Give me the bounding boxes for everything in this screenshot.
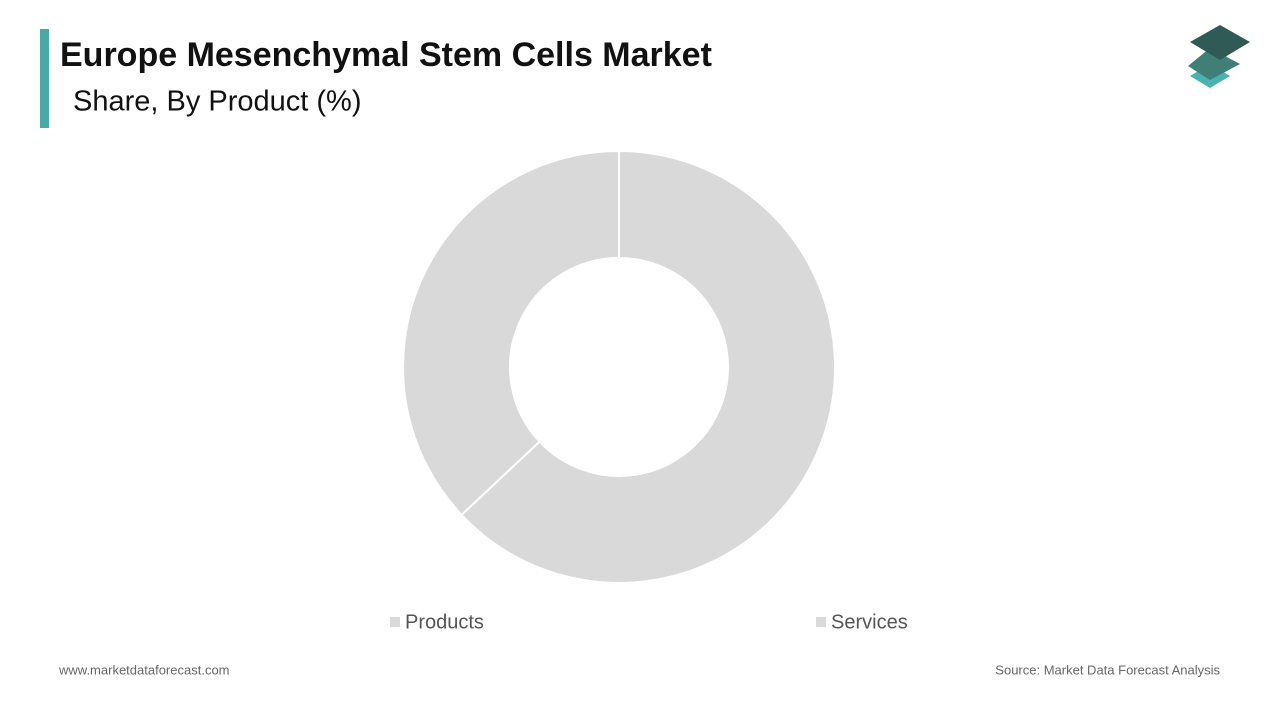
title-accent bbox=[40, 29, 49, 128]
logo bbox=[1188, 25, 1250, 88]
donut-segment bbox=[402, 149, 620, 517]
website: www.marketdataforecast.com bbox=[58, 662, 230, 677]
legend-label: Services bbox=[831, 611, 908, 633]
source: Source: Market Data Forecast Analysis bbox=[995, 662, 1220, 677]
legend-label: Products bbox=[405, 611, 484, 633]
legend-swatch bbox=[816, 617, 826, 627]
donut-segment bbox=[460, 149, 836, 584]
legend-swatch bbox=[390, 617, 400, 627]
chart-title: Europe Mesenchymal Stem Cells Market bbox=[60, 36, 712, 74]
chart-subtitle: Share, By Product (%) bbox=[73, 86, 362, 118]
